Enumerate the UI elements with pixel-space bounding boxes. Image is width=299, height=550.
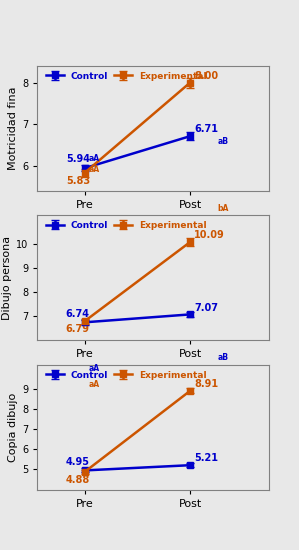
Text: 6.71: 6.71 <box>194 124 218 134</box>
Text: 5.83: 5.83 <box>66 176 90 186</box>
Legend: Control, Experimental: Control, Experimental <box>42 367 210 383</box>
Text: aA: aA <box>89 364 100 373</box>
Text: 8.00: 8.00 <box>194 71 219 81</box>
Text: 6.74: 6.74 <box>66 309 90 318</box>
Text: 5.94: 5.94 <box>66 155 90 164</box>
Text: bA: bA <box>223 0 235 2</box>
Text: 5.21: 5.21 <box>194 453 218 463</box>
Text: aA: aA <box>89 153 100 163</box>
Text: 8.91: 8.91 <box>194 379 219 389</box>
Text: aA: aA <box>89 381 100 389</box>
Text: 6.79: 6.79 <box>66 324 90 334</box>
Text: 10.09: 10.09 <box>194 230 225 240</box>
Text: 7.07: 7.07 <box>194 302 218 312</box>
Text: aB: aB <box>217 138 228 146</box>
Y-axis label: Copia dibujo: Copia dibujo <box>8 393 18 462</box>
Text: 4.88: 4.88 <box>66 475 90 485</box>
Text: bA: bA <box>217 204 229 213</box>
Text: 4.95: 4.95 <box>66 456 90 467</box>
Text: aB: aB <box>217 353 228 362</box>
Y-axis label: Motricidad fina: Motricidad fina <box>8 86 18 170</box>
Y-axis label: Dibujo persona: Dibujo persona <box>2 236 12 320</box>
Legend: Control, Experimental: Control, Experimental <box>42 217 210 234</box>
Legend: Control, Experimental: Control, Experimental <box>42 68 210 84</box>
Text: aA: aA <box>89 165 100 174</box>
